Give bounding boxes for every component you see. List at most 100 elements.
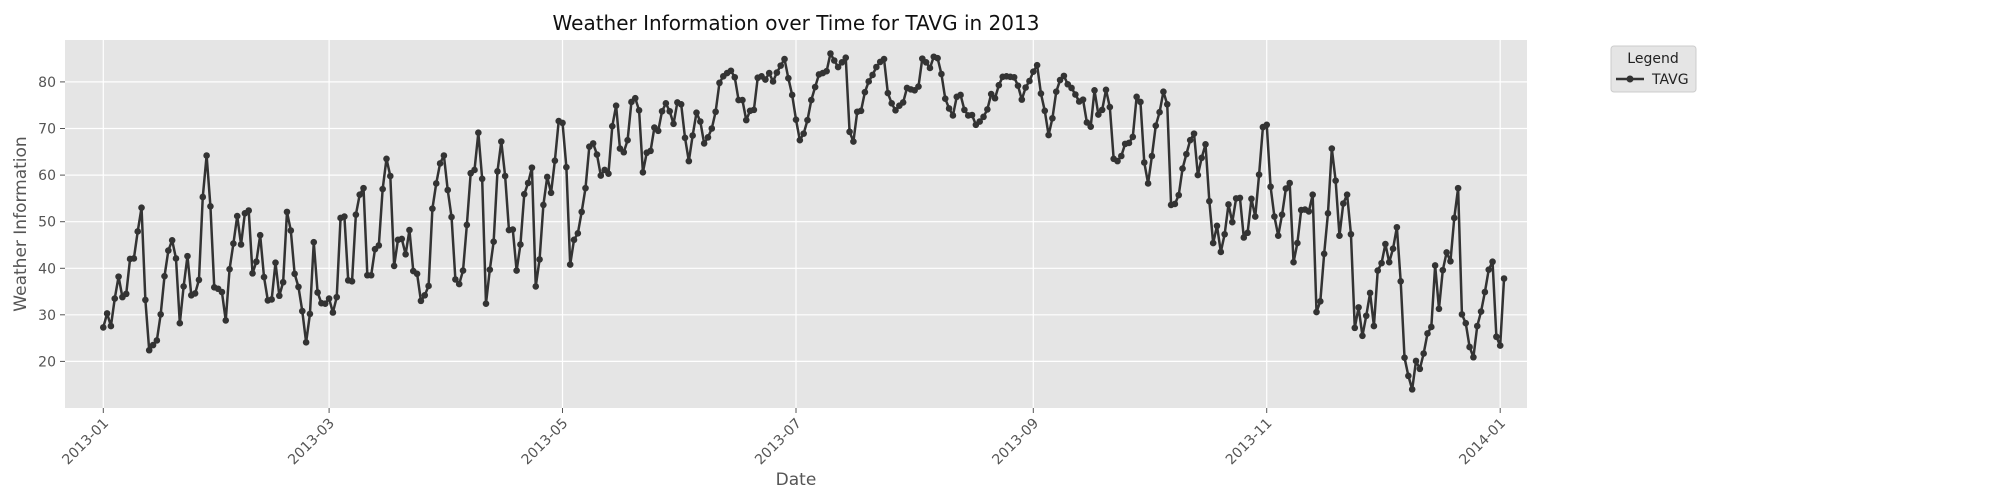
data-point xyxy=(1125,139,1133,147)
data-point xyxy=(1431,262,1439,269)
data-point xyxy=(976,118,984,125)
data-point xyxy=(700,140,708,147)
data-point xyxy=(1137,98,1144,106)
data-point xyxy=(1473,322,1481,330)
data-point xyxy=(191,290,199,297)
data-point xyxy=(253,258,260,266)
data-point xyxy=(1428,323,1435,331)
data-point xyxy=(1359,332,1366,340)
data-point xyxy=(149,341,157,349)
data-point xyxy=(880,55,888,63)
data-point xyxy=(520,190,528,198)
data-point xyxy=(608,122,616,130)
data-point xyxy=(1037,90,1045,97)
data-point xyxy=(915,83,922,90)
data-point xyxy=(1378,259,1385,267)
data-point xyxy=(563,163,570,171)
data-point xyxy=(203,152,210,159)
data-point xyxy=(1236,194,1244,202)
data-point xyxy=(769,78,777,85)
data-point xyxy=(352,211,360,218)
data-point xyxy=(314,289,321,296)
data-point xyxy=(513,267,520,274)
data-point xyxy=(846,128,853,136)
data-point xyxy=(99,324,107,331)
data-point xyxy=(834,63,842,71)
data-point xyxy=(276,292,283,300)
data-point xyxy=(559,119,566,127)
data-point xyxy=(1336,232,1343,239)
data-point xyxy=(899,99,907,106)
data-point xyxy=(1091,87,1098,94)
data-point xyxy=(647,147,654,155)
data-point xyxy=(543,173,551,181)
data-point xyxy=(781,55,788,63)
data-point xyxy=(624,136,631,144)
data-point xyxy=(1370,322,1378,330)
data-point xyxy=(448,213,455,221)
data-point xyxy=(823,67,830,75)
data-point xyxy=(727,67,735,75)
data-point xyxy=(180,283,187,290)
data-point xyxy=(329,309,337,316)
data-point xyxy=(145,346,153,354)
data-point xyxy=(827,50,834,57)
data-point xyxy=(1179,165,1186,172)
data-point xyxy=(524,179,532,187)
data-point xyxy=(1397,278,1404,285)
data-point xyxy=(984,106,991,113)
data-point xyxy=(708,125,716,132)
data-point xyxy=(122,290,130,298)
data-point xyxy=(348,278,356,285)
data-point xyxy=(459,267,467,274)
data-point xyxy=(222,317,230,324)
data-point xyxy=(1405,372,1412,380)
data-point xyxy=(138,204,145,211)
data-point xyxy=(1401,354,1408,361)
chart-title: Weather Information over Time for TAVG i… xyxy=(553,11,1040,35)
data-point xyxy=(1355,304,1362,311)
data-point xyxy=(1305,208,1313,215)
data-point xyxy=(788,91,796,99)
data-point xyxy=(1175,191,1183,199)
data-point xyxy=(804,116,811,124)
data-point xyxy=(302,339,310,346)
data-point xyxy=(1129,133,1137,141)
data-point xyxy=(739,96,746,104)
data-point xyxy=(1485,266,1493,273)
data-point xyxy=(432,180,440,187)
data-point xyxy=(536,256,543,263)
data-point xyxy=(957,91,964,99)
data-point xyxy=(926,64,934,72)
data-point xyxy=(1458,311,1466,318)
legend-marker xyxy=(1626,75,1634,83)
data-point xyxy=(1186,136,1194,144)
data-point xyxy=(1362,312,1370,320)
data-point xyxy=(1248,195,1255,203)
data-point xyxy=(291,270,298,278)
data-point xyxy=(1263,121,1271,129)
data-point xyxy=(861,88,869,96)
legend: Legend TAVG xyxy=(1610,45,1697,93)
data-point xyxy=(934,54,941,62)
data-point xyxy=(941,95,949,102)
data-point xyxy=(1244,229,1251,237)
data-point xyxy=(922,59,930,66)
data-point xyxy=(716,79,723,87)
data-point xyxy=(949,112,957,119)
data-point xyxy=(1466,343,1473,351)
data-point xyxy=(490,238,497,245)
data-point xyxy=(635,107,643,114)
data-point xyxy=(892,107,899,114)
data-point xyxy=(103,310,111,317)
data-point xyxy=(1045,131,1052,139)
data-point xyxy=(1313,308,1320,316)
data-point xyxy=(1114,157,1121,165)
data-point xyxy=(1183,150,1190,158)
data-point xyxy=(888,100,895,107)
data-point xyxy=(498,138,505,145)
data-point xyxy=(1328,145,1336,152)
data-point xyxy=(482,300,490,307)
data-point xyxy=(157,311,164,318)
